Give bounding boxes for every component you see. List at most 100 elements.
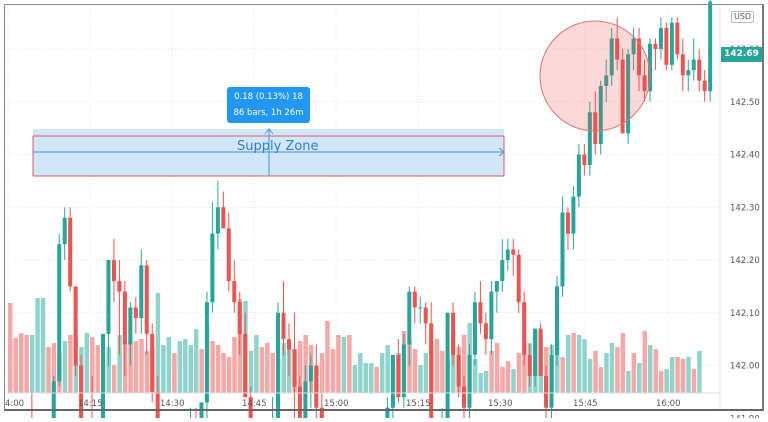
candles bbox=[29, 0, 713, 422]
candle bbox=[401, 333, 406, 408]
candle bbox=[576, 143, 581, 208]
volume-bar bbox=[84, 333, 90, 393]
candle bbox=[270, 397, 275, 422]
volume-bar bbox=[155, 293, 161, 393]
volume-bar bbox=[686, 357, 691, 393]
volume-bar bbox=[691, 369, 697, 393]
volume-bar bbox=[35, 298, 40, 393]
candle bbox=[51, 376, 56, 422]
candle bbox=[243, 312, 248, 398]
time-tick-label: 4:00 bbox=[5, 399, 24, 409]
candle bbox=[604, 59, 609, 102]
volume-bar bbox=[221, 353, 226, 393]
volume-bar bbox=[500, 367, 505, 393]
candle bbox=[396, 339, 401, 403]
volume-bar bbox=[587, 359, 593, 393]
volume-bar bbox=[664, 369, 669, 393]
candle bbox=[190, 407, 192, 422]
candle bbox=[472, 291, 477, 366]
volume-bar bbox=[62, 341, 68, 393]
candle bbox=[286, 323, 291, 377]
candle bbox=[669, 17, 674, 71]
price-tick-label: 142.00 bbox=[730, 362, 760, 372]
time-tick-label: 16:00 bbox=[656, 399, 681, 409]
candle bbox=[478, 281, 483, 334]
candle bbox=[549, 344, 554, 422]
price-tick-label: 142.50 bbox=[730, 98, 760, 108]
volume-bar bbox=[128, 341, 133, 393]
candle bbox=[615, 17, 620, 71]
volume-bar bbox=[412, 349, 418, 393]
volume-bar bbox=[24, 335, 29, 393]
candle bbox=[139, 249, 144, 334]
volume-bar bbox=[144, 351, 150, 393]
volume-bar bbox=[281, 343, 286, 393]
volume-bar bbox=[615, 347, 620, 393]
volume-bar bbox=[598, 367, 604, 393]
time-tick-label: 15:45 bbox=[573, 399, 598, 409]
volume-bar bbox=[658, 371, 664, 393]
candle bbox=[297, 376, 302, 422]
candle bbox=[441, 407, 443, 422]
highlight-circle[interactable] bbox=[539, 20, 651, 132]
volume-bar bbox=[620, 333, 626, 393]
volume-bar bbox=[325, 321, 330, 393]
price-tick-label: 142.30 bbox=[730, 203, 760, 213]
volume-bar bbox=[254, 335, 259, 393]
volume-bar bbox=[330, 349, 336, 393]
volume-bar bbox=[560, 357, 565, 393]
volume-bar bbox=[631, 353, 637, 393]
volume-bar bbox=[51, 343, 57, 393]
price-tick-label: 142.20 bbox=[730, 256, 760, 266]
volume-bar bbox=[642, 331, 647, 393]
candle bbox=[555, 275, 559, 366]
candle bbox=[565, 207, 570, 250]
time-tick-label: 15:30 bbox=[488, 399, 513, 409]
supply-zone-label: Supply Zone bbox=[237, 139, 319, 154]
volume-bar bbox=[161, 345, 166, 393]
candle bbox=[150, 323, 155, 403]
volume-bar bbox=[166, 337, 172, 393]
candle bbox=[686, 59, 691, 92]
candle bbox=[319, 391, 324, 422]
candle bbox=[642, 59, 647, 102]
currency-badge[interactable]: USD bbox=[731, 11, 755, 23]
volume-bar bbox=[248, 351, 254, 393]
volume-bar bbox=[188, 345, 193, 393]
volume-bar bbox=[111, 365, 117, 393]
candle bbox=[593, 91, 598, 155]
volume-bar bbox=[637, 363, 642, 393]
volume-bar bbox=[434, 339, 440, 393]
time-tick-label: 15:15 bbox=[406, 399, 431, 409]
volume-bar bbox=[347, 335, 352, 393]
volume-bar bbox=[582, 339, 587, 393]
candle bbox=[281, 281, 286, 355]
candle bbox=[538, 323, 543, 377]
time-axis[interactable]: 4:00 14:15 14:30 14:45 15:00 15:15 15:30 15:45 1… bbox=[5, 399, 681, 409]
candle bbox=[637, 27, 642, 92]
volume-bar bbox=[697, 351, 702, 393]
candle bbox=[653, 38, 658, 71]
volume-bar bbox=[226, 357, 232, 393]
candle bbox=[128, 302, 133, 366]
volume-bar bbox=[215, 345, 221, 393]
candle bbox=[144, 260, 149, 355]
candle bbox=[57, 233, 62, 387]
volume-bar bbox=[604, 353, 609, 393]
volume-bar bbox=[270, 353, 276, 393]
candle bbox=[451, 302, 456, 366]
candle bbox=[133, 296, 138, 334]
supply-zone-rectangle[interactable] bbox=[32, 128, 505, 177]
volume-bar bbox=[303, 335, 308, 393]
candle bbox=[658, 17, 663, 60]
candle bbox=[122, 281, 127, 377]
volume-bar bbox=[358, 353, 363, 393]
volume-bar bbox=[418, 365, 423, 393]
candle bbox=[106, 260, 111, 366]
candle bbox=[445, 312, 450, 422]
candle bbox=[702, 70, 707, 102]
candle bbox=[489, 281, 494, 355]
volume-bar bbox=[483, 371, 489, 393]
